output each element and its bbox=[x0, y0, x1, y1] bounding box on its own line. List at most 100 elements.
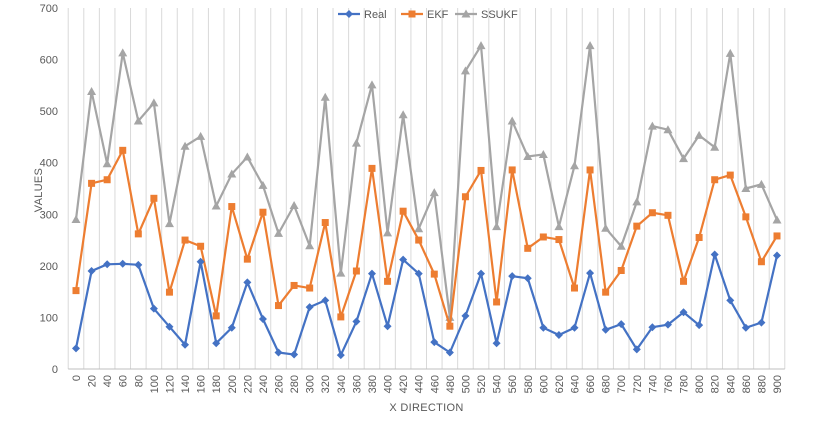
data-point-ssukf bbox=[616, 241, 626, 250]
data-point-ekf bbox=[539, 233, 547, 241]
data-point-real bbox=[757, 318, 766, 327]
data-point-ssukf bbox=[164, 219, 174, 228]
data-point-real bbox=[695, 321, 704, 330]
data-point-real bbox=[679, 308, 688, 317]
data-point-ekf bbox=[384, 277, 392, 285]
data-point-real bbox=[258, 314, 267, 323]
data-point-ekf bbox=[446, 322, 454, 330]
data-point-ssukf bbox=[632, 197, 642, 206]
data-point-ssukf bbox=[476, 41, 486, 50]
data-point-ssukf bbox=[663, 125, 673, 134]
data-point-ekf bbox=[430, 270, 438, 278]
data-point-ekf bbox=[493, 298, 501, 306]
data-point-real bbox=[601, 325, 610, 334]
data-point-ekf bbox=[368, 164, 376, 172]
data-point-ekf bbox=[617, 266, 625, 274]
y-tick-label: 200 bbox=[40, 261, 58, 273]
data-point-real bbox=[617, 320, 626, 329]
data-point-ssukf bbox=[242, 152, 252, 161]
data-point-ekf bbox=[461, 193, 469, 201]
x-tick-label: 240 bbox=[258, 375, 270, 393]
data-point-ekf bbox=[477, 166, 485, 174]
data-point-ssukf bbox=[585, 41, 595, 50]
legend: Real EKF SSUKF bbox=[338, 9, 518, 21]
data-point-ssukf bbox=[320, 92, 330, 101]
data-point-ekf bbox=[337, 313, 345, 321]
y-tick-label: 0 bbox=[52, 364, 58, 376]
x-tick-label: 620 bbox=[554, 375, 566, 393]
data-point-real bbox=[586, 269, 595, 278]
data-point-real bbox=[710, 250, 719, 259]
x-tick-label: 540 bbox=[492, 375, 504, 393]
data-point-real bbox=[243, 278, 252, 287]
data-point-ssukf bbox=[102, 159, 112, 168]
data-point-ekf bbox=[399, 207, 407, 215]
data-point-real bbox=[773, 251, 781, 260]
data-point-ssukf bbox=[429, 188, 439, 197]
data-point-real bbox=[212, 339, 221, 348]
data-point-ssukf bbox=[492, 222, 502, 231]
x-tick-label: 360 bbox=[351, 375, 363, 393]
x-tick-label: 820 bbox=[710, 375, 722, 393]
data-point-ssukf bbox=[538, 149, 548, 158]
legend-marker-ekf bbox=[408, 10, 416, 18]
data-point-real bbox=[741, 323, 750, 332]
data-point-real bbox=[399, 255, 408, 264]
data-point-ssukf bbox=[601, 223, 611, 232]
series-ssukf bbox=[71, 41, 782, 321]
x-tick-label: 200 bbox=[227, 375, 239, 393]
data-point-real bbox=[383, 322, 392, 331]
x-tick-label: 180 bbox=[211, 375, 223, 393]
x-tick-label: 860 bbox=[741, 375, 753, 393]
data-point-real bbox=[321, 296, 330, 305]
data-point-real bbox=[726, 296, 735, 305]
data-point-ekf bbox=[243, 255, 251, 263]
data-point-real bbox=[227, 323, 236, 332]
data-point-ekf bbox=[726, 171, 734, 179]
data-point-real bbox=[196, 257, 205, 266]
x-tick-label: 840 bbox=[725, 375, 737, 393]
x-tick-label: 780 bbox=[679, 375, 691, 393]
data-point-ekf bbox=[555, 236, 563, 244]
data-point-ekf bbox=[586, 166, 594, 174]
data-point-real bbox=[87, 267, 96, 276]
x-tick-label: 640 bbox=[569, 375, 581, 393]
x-tick-label: 900 bbox=[772, 375, 784, 393]
data-point-ekf bbox=[757, 258, 765, 266]
data-point-ssukf bbox=[289, 201, 299, 210]
x-tick-label: 40 bbox=[102, 375, 114, 387]
x-tick-label: 380 bbox=[367, 375, 379, 393]
series-line-real bbox=[74, 253, 779, 357]
data-point-ssukf bbox=[71, 214, 81, 223]
data-point-ekf bbox=[212, 312, 220, 320]
data-point-ekf bbox=[742, 213, 750, 221]
data-point-ssukf bbox=[336, 268, 346, 277]
data-point-real bbox=[508, 272, 517, 281]
data-point-real bbox=[648, 323, 657, 332]
legend-item-ekf: EKF bbox=[401, 9, 449, 21]
data-point-ssukf bbox=[133, 116, 143, 125]
x-tick-label: 660 bbox=[585, 375, 597, 393]
data-point-ekf bbox=[695, 233, 703, 241]
data-point-ekf bbox=[508, 166, 516, 174]
data-point-real bbox=[274, 348, 283, 357]
data-point-real bbox=[492, 339, 501, 348]
data-point-ssukf bbox=[554, 222, 564, 231]
data-point-ekf bbox=[88, 179, 96, 187]
data-point-ssukf bbox=[274, 228, 284, 237]
data-point-ekf bbox=[150, 194, 158, 202]
x-tick-label: 340 bbox=[336, 375, 348, 393]
data-point-real bbox=[632, 345, 641, 354]
data-point-real bbox=[134, 260, 143, 269]
data-point-real bbox=[539, 323, 548, 332]
data-point-ekf bbox=[524, 244, 532, 252]
data-point-ssukf bbox=[258, 180, 268, 189]
data-point-ekf bbox=[773, 232, 781, 240]
data-point-real bbox=[336, 351, 345, 360]
x-tick-label: 880 bbox=[756, 375, 768, 393]
x-tick-label: 20 bbox=[87, 375, 99, 387]
data-point-ssukf bbox=[149, 98, 159, 107]
x-tick-label: 680 bbox=[601, 375, 613, 393]
